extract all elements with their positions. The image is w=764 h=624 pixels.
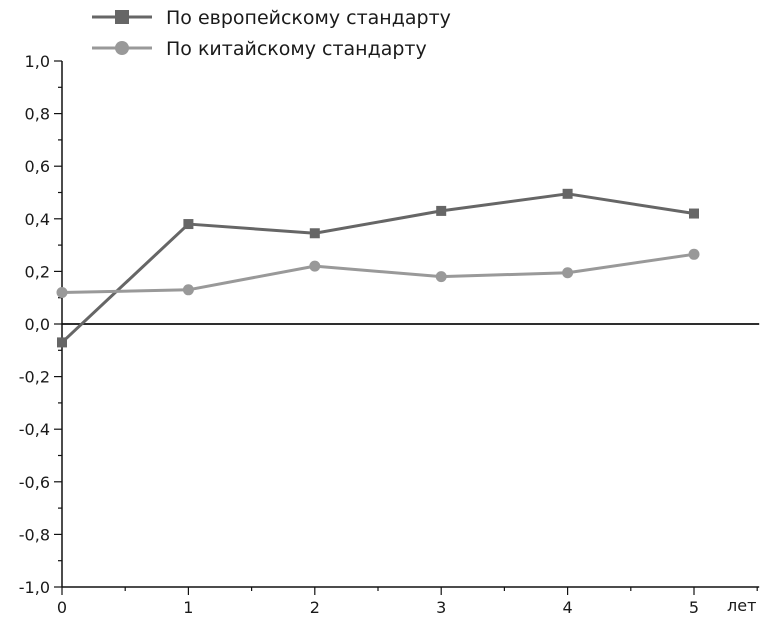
data-point-circle — [688, 248, 700, 260]
y-tick-label: -0,4 — [19, 420, 50, 439]
x-axis-unit-label: лет — [727, 596, 756, 615]
y-tick-label: 0,6 — [25, 157, 50, 176]
data-point-circle — [435, 271, 447, 283]
x-tick-label: 4 — [563, 598, 573, 617]
y-tick-label: 0,2 — [25, 262, 50, 281]
y-tick-label: 0,0 — [25, 315, 50, 334]
x-tick-label: 5 — [689, 598, 699, 617]
x-tick-label: 0 — [57, 598, 67, 617]
legend-marker-square — [115, 10, 129, 24]
x-tick-label: 3 — [436, 598, 446, 617]
data-point-circle — [309, 260, 321, 272]
legend-label-chinese: По китайскому стандарту — [166, 38, 427, 60]
y-tick-label: 1,0 — [25, 52, 50, 71]
legend-marker-circle — [115, 41, 129, 55]
data-point-square — [689, 208, 699, 219]
data-point-circle — [562, 267, 574, 279]
data-point-square — [309, 228, 320, 239]
legend-label-european: По европейскому стандарту — [166, 7, 451, 29]
y-tick-label: -1,0 — [19, 578, 50, 597]
y-tick-label: 0,4 — [25, 210, 50, 229]
data-point-square — [562, 188, 573, 199]
series-layer — [56, 188, 700, 348]
y-tick-label: 0,8 — [25, 105, 50, 124]
data-point-circle — [182, 284, 194, 296]
x-tick-label: 1 — [183, 598, 193, 617]
x-tick-label: 2 — [310, 598, 320, 617]
data-point-square — [183, 219, 194, 230]
series-line-0 — [60, 192, 695, 344]
y-tick-label: -0,2 — [19, 368, 50, 387]
y-tick-label: -0,8 — [19, 525, 50, 544]
data-point-square — [436, 205, 447, 216]
axes-layer: 1,0 0,8 0,6 0,4 0,2 0,0 -0,2 -0,4 -0,6 -0,8 -1,0 0 1… — [19, 52, 760, 617]
series-line-1 — [61, 252, 695, 294]
data-point-circle — [56, 286, 68, 298]
legend: По европейскому стандарту По китайскому … — [92, 7, 451, 60]
y-tick-label: -0,6 — [19, 473, 50, 492]
data-point-square — [57, 337, 67, 348]
